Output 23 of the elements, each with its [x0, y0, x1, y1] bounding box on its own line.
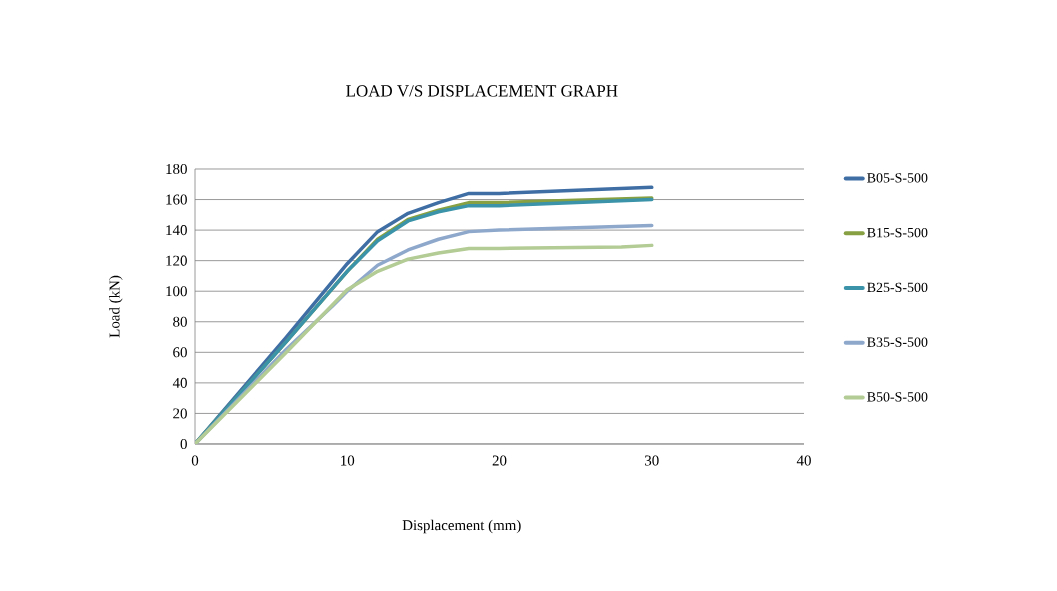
- y-tick-label: 100: [166, 286, 187, 297]
- legend-label: B35-S-500: [867, 337, 928, 347]
- chart-title: LOAD V/S DISPLACEMENT GRAPH: [346, 85, 618, 97]
- y-tick-label: 140: [166, 225, 187, 236]
- x-axis-title: Displacement (mm): [402, 519, 521, 534]
- y-tick-label: 80: [173, 316, 187, 327]
- legend-label: B15-S-500: [867, 227, 928, 238]
- y-tick-label: 40: [172, 377, 187, 388]
- legend-label: B25-S-500: [867, 282, 928, 293]
- x-tick-label: 10: [341, 455, 355, 466]
- legend-label: B50-S-500: [867, 392, 928, 402]
- legend-label: B05-S-500: [867, 173, 928, 183]
- y-tick-label: 0: [180, 438, 187, 450]
- x-tick-label: 0: [191, 455, 199, 466]
- y-tick-label: 60: [173, 347, 187, 358]
- x-tick-label: 40: [796, 455, 811, 466]
- y-tick-label: 120: [166, 255, 187, 266]
- x-tick-label: 30: [645, 455, 659, 466]
- y-axis-title: Load (kN): [109, 275, 123, 338]
- y-tick-label: 180: [166, 163, 187, 175]
- x-tick-label: 20: [492, 455, 507, 466]
- y-tick-label: 20: [173, 408, 187, 419]
- y-tick-label: 160: [166, 194, 187, 205]
